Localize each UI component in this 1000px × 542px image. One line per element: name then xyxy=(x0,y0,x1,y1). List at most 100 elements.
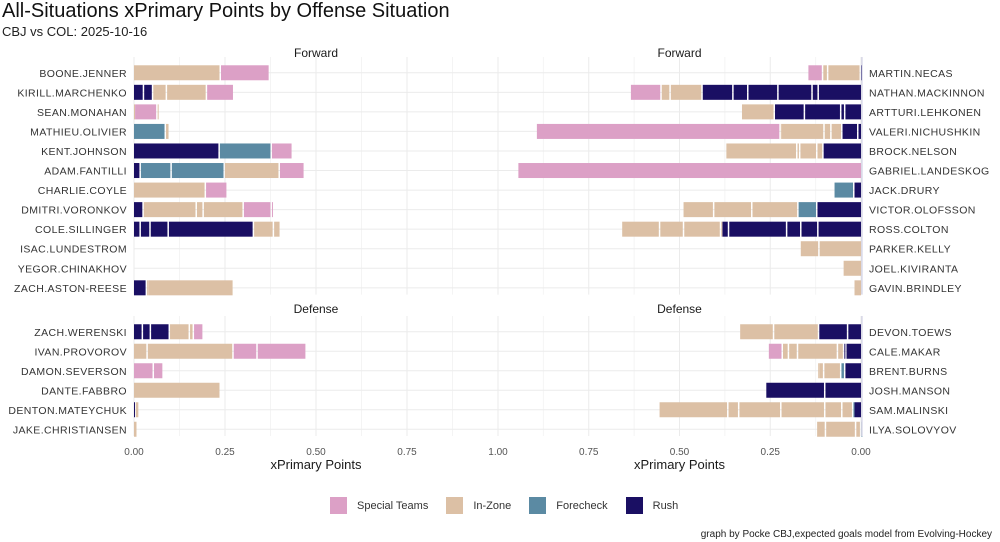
player-label: DMITRI.VORONKOV xyxy=(21,205,127,217)
bar-segment-in-zone xyxy=(831,123,842,139)
bar-segment-forecheck xyxy=(853,402,855,418)
facet-strip-col-forward: Forward xyxy=(657,46,701,60)
bar-segment-in-zone xyxy=(819,363,823,379)
bar-segment-special-teams xyxy=(279,163,304,179)
bar-segment-in-zone xyxy=(147,343,233,359)
player-label: ROSS.COLTON xyxy=(869,224,949,236)
player-label: DEVON.TOEWS xyxy=(869,327,952,339)
player-label: DENTON.MATEYCHUK xyxy=(8,405,127,417)
bar-segment-in-zone xyxy=(741,104,774,120)
bar-segment-rush xyxy=(854,402,861,418)
legend-swatch-rush xyxy=(625,497,643,514)
player-label: ARTTURI.LEHKONEN xyxy=(869,107,981,119)
bar-segment-rush xyxy=(846,343,861,359)
bar-segment-in-zone xyxy=(670,84,702,100)
bar-segment-in-zone xyxy=(622,221,659,237)
bar-segment-special-teams xyxy=(207,84,233,100)
bar-segment-in-zone xyxy=(170,324,189,340)
bar-segment-forecheck xyxy=(140,163,171,179)
chart-subtitle: CBJ vs COL: 2025-10-16 xyxy=(2,24,148,39)
bar-segment-forecheck xyxy=(798,202,816,218)
bar-segment-special-teams xyxy=(243,202,271,218)
bar-segment-rush xyxy=(143,324,150,340)
legend-swatch-forecheck xyxy=(529,497,547,514)
bar-segment-rush xyxy=(748,84,778,100)
bar-segment-rush xyxy=(702,84,733,100)
bar-segment-in-zone xyxy=(254,221,273,237)
bar-segment-in-zone xyxy=(134,65,220,81)
bar-segment-rush xyxy=(134,402,135,418)
bar-segment-in-zone xyxy=(153,84,166,100)
bar-segment-forecheck xyxy=(219,143,271,159)
bar-segment-special-teams xyxy=(271,143,292,159)
bar-segment-rush xyxy=(134,163,140,179)
bar-segment-forecheck xyxy=(171,163,224,179)
x-tick-label: 1.00 xyxy=(488,447,508,458)
bar-segment-in-zone xyxy=(789,343,797,359)
x-tick-label: 0.75 xyxy=(579,447,599,458)
player-label: IVAN.PROVOROV xyxy=(34,346,127,358)
bar-segment-forecheck xyxy=(134,123,165,139)
x-tick-label: 0.00 xyxy=(851,447,871,458)
bar-segment-rush xyxy=(823,143,861,159)
facet-strip-col-defense: Defense xyxy=(657,302,702,316)
bar-segment-special-teams xyxy=(233,343,257,359)
bar-segment-in-zone xyxy=(783,343,788,359)
player-label: KIRILL.MARCHENKO xyxy=(17,87,127,99)
bar-segment-special-teams xyxy=(536,123,780,139)
bar-segment-in-zone xyxy=(825,402,842,418)
bar-segment-rush xyxy=(854,182,861,198)
player-label: BROCK.NELSON xyxy=(869,146,957,158)
bar-segment-in-zone xyxy=(838,343,843,359)
player-label: BRENT.BURNS xyxy=(869,366,948,378)
player-label: ADAM.FANTILLI xyxy=(44,166,127,178)
legend-item-in-zone: In-Zone xyxy=(446,497,511,514)
bar-segment-special-teams xyxy=(808,65,822,81)
bar-segment-rush xyxy=(140,221,150,237)
bar-segment-in-zone xyxy=(203,202,243,218)
bar-segment-rush xyxy=(733,84,748,100)
bar-segment-rush xyxy=(819,324,847,340)
bar-segment-in-zone xyxy=(660,221,683,237)
player-label: VICTOR.OLOFSSON xyxy=(869,205,976,217)
bar-segment-in-zone xyxy=(854,280,861,296)
player-label: GABRIEL.LANDESKOG xyxy=(869,166,990,178)
bar-segment-in-zone xyxy=(714,202,752,218)
bar-segment-special-teams xyxy=(135,104,157,120)
bar-segment-in-zone xyxy=(800,143,816,159)
legend-swatch-in-zone xyxy=(446,497,464,514)
bar-segment-in-zone xyxy=(134,104,135,120)
legend-label-forecheck: Forecheck xyxy=(556,499,608,512)
player-label: ILYA.SOLOVYOV xyxy=(869,424,957,436)
bar-segment-in-zone xyxy=(740,324,773,340)
player-label: CALE.MAKAR xyxy=(869,346,941,358)
bar-segment-rush xyxy=(151,324,169,340)
player-label: NATHAN.MACKINNON xyxy=(869,87,985,99)
player-label: PARKER.KELLY xyxy=(869,244,951,256)
bar-segment-in-zone xyxy=(781,123,824,139)
bar-segment-rush xyxy=(841,104,844,120)
bar-segment-in-zone xyxy=(274,221,280,237)
bar-segment-in-zone xyxy=(843,260,861,276)
bar-segment-forecheck xyxy=(841,363,844,379)
bar-segment-in-zone xyxy=(824,363,840,379)
bar-segment-in-zone xyxy=(826,421,855,437)
bar-segment-rush xyxy=(150,221,168,237)
bar-segment-rush xyxy=(805,104,840,120)
bar-segment-in-zone xyxy=(684,221,720,237)
bar-segment-rush xyxy=(134,280,146,296)
bar-segment-rush xyxy=(825,382,861,398)
bar-segment-rush xyxy=(134,324,142,340)
bar-segment-in-zone xyxy=(661,84,670,100)
bar-segment-rush xyxy=(134,202,143,218)
bar-segment-in-zone xyxy=(817,421,825,437)
chart-title: All-Situations xPrimary Points by Offens… xyxy=(2,0,450,22)
x-axis-label: xPrimary Points xyxy=(634,457,726,472)
bar-segment-in-zone xyxy=(842,402,852,418)
player-label: JAKE.CHRISTIANSEN xyxy=(13,424,127,436)
facet-strip-cbj-forward: Forward xyxy=(294,46,338,60)
bar-segment-in-zone xyxy=(824,123,831,139)
player-label: MATHIEU.OLIVIER xyxy=(30,126,127,138)
chart-caption: graph by Pocke CBJ,expected goals model … xyxy=(700,529,992,540)
